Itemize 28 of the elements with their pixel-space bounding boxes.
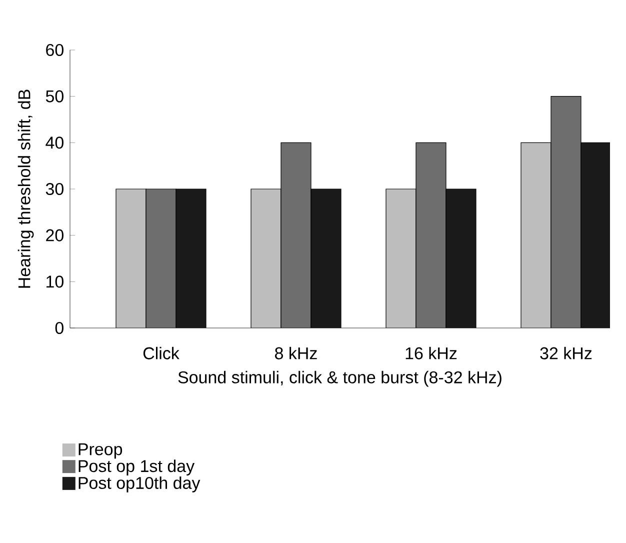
bar	[416, 142, 446, 328]
y-tick-label: 40	[46, 136, 64, 149]
bar	[280, 142, 311, 328]
bar	[116, 188, 146, 328]
x-tick-label: 8 kHz	[275, 346, 317, 360]
bar	[146, 188, 176, 328]
bar	[386, 188, 416, 328]
legend-label: Post op 1st day	[78, 460, 195, 476]
x-tick-label: Click	[143, 346, 180, 360]
bar	[310, 188, 341, 328]
x-tick-label: 32 kHz	[540, 346, 592, 360]
legend-label: Post op10th day	[78, 476, 200, 492]
y-tick-label: 10	[46, 276, 64, 288]
x-axis-title: Sound stimuli, click & tone burst (8-32 kHz)	[178, 370, 502, 387]
y-tick-label: 30	[46, 182, 64, 196]
y-tick-label: 0	[55, 322, 64, 334]
bar	[250, 188, 281, 328]
y-axis-title: Hearing threshold shift, dB	[18, 90, 34, 288]
legend-label: Preop	[78, 443, 122, 459]
y-tick-label: 60	[46, 44, 64, 56]
y-tick-label: 20	[46, 229, 64, 242]
y-tick-label: 50	[46, 90, 64, 102]
bar	[446, 188, 476, 328]
x-tick-label: 16 kHz	[406, 346, 457, 360]
bar	[520, 142, 552, 328]
bar	[176, 188, 206, 328]
bar	[580, 142, 610, 328]
bar	[550, 96, 582, 328]
